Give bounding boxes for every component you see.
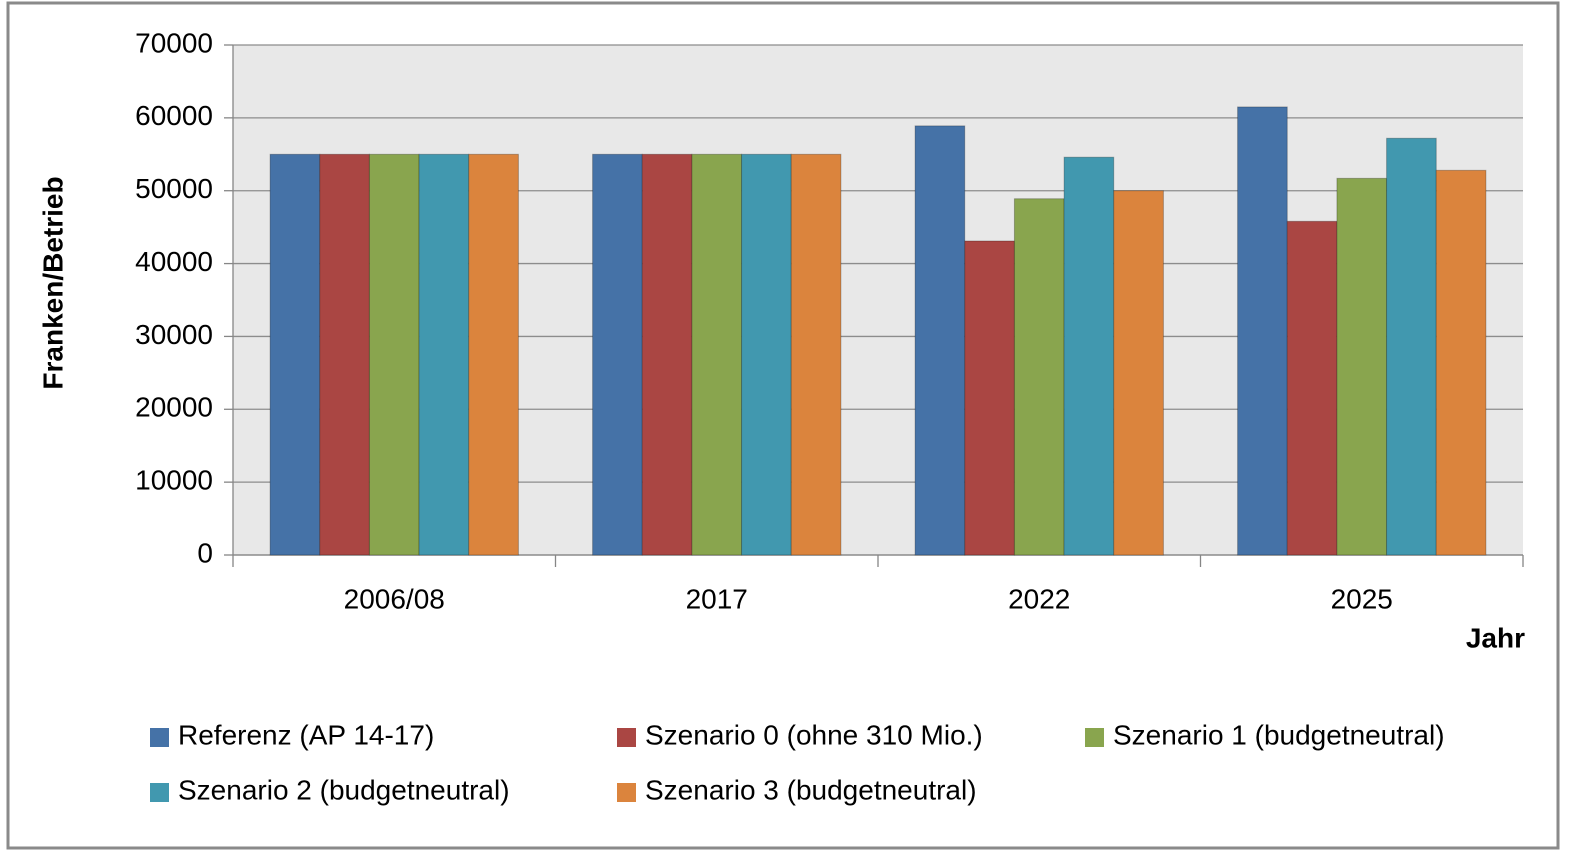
x-axis-label: Jahr bbox=[1466, 622, 1525, 653]
x-tick-label: 2022 bbox=[1008, 583, 1070, 614]
x-tick-label: 2017 bbox=[686, 583, 748, 614]
bar bbox=[641, 153, 693, 556]
bar bbox=[468, 153, 519, 556]
bar bbox=[1113, 190, 1164, 556]
legend-label: Szenario 0 (ohne 310 Mio.) bbox=[645, 719, 983, 750]
bar bbox=[319, 153, 370, 556]
bar bbox=[269, 153, 321, 556]
bar bbox=[964, 240, 1015, 556]
y-tick-label: 10000 bbox=[135, 465, 213, 496]
y-tick-label: 70000 bbox=[135, 27, 213, 58]
legend-swatch bbox=[150, 728, 169, 747]
bar bbox=[691, 153, 743, 556]
legend-swatch bbox=[617, 783, 636, 802]
bar bbox=[790, 153, 842, 556]
y-tick-label: 20000 bbox=[135, 392, 213, 423]
bar bbox=[592, 153, 643, 556]
legend-label: Referenz (AP 14-17) bbox=[178, 719, 434, 750]
bar bbox=[1063, 156, 1115, 556]
bar bbox=[1286, 220, 1338, 556]
bar bbox=[1435, 169, 1487, 556]
y-tick-label: 50000 bbox=[135, 173, 213, 204]
y-axis-label: Franken/Betrieb bbox=[37, 176, 68, 389]
bar bbox=[1013, 198, 1065, 556]
bar bbox=[914, 125, 966, 556]
x-tick-label: 2006/08 bbox=[344, 583, 445, 614]
y-tick-label: 40000 bbox=[135, 246, 213, 277]
bar bbox=[368, 153, 420, 556]
legend-label: Szenario 3 (budgetneutral) bbox=[645, 774, 977, 805]
legend-swatch bbox=[150, 783, 169, 802]
bar bbox=[1386, 137, 1437, 556]
bar bbox=[418, 153, 470, 556]
y-tick-label: 0 bbox=[197, 537, 213, 568]
legend-label: Szenario 1 (budgetneutral) bbox=[1113, 719, 1445, 750]
bar bbox=[1336, 177, 1388, 556]
legend-swatch bbox=[617, 728, 636, 747]
y-tick-label: 60000 bbox=[135, 100, 213, 131]
bar bbox=[1237, 106, 1288, 556]
legend-label: Szenario 2 (budgetneutral) bbox=[178, 774, 510, 805]
bar bbox=[741, 153, 792, 556]
y-tick-label: 30000 bbox=[135, 319, 213, 350]
x-tick-label: 2025 bbox=[1331, 583, 1393, 614]
legend-swatch bbox=[1085, 728, 1104, 747]
